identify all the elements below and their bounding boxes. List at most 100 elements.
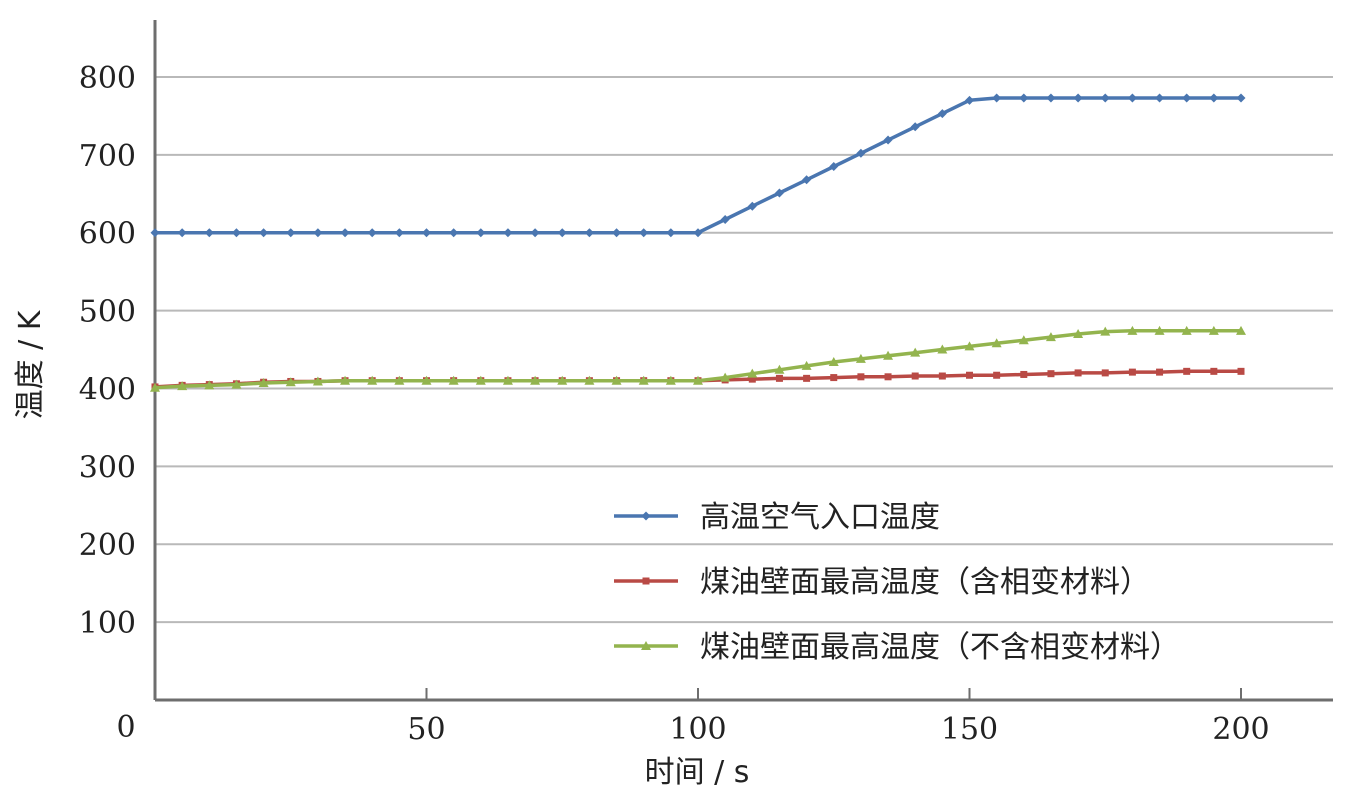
- x-axis-title: 时间 / s: [645, 755, 750, 790]
- data-point: [530, 228, 540, 238]
- data-point: [883, 350, 894, 360]
- data-point: [612, 228, 622, 238]
- data-point: [584, 375, 595, 385]
- data-point: [775, 374, 783, 382]
- data-point: [611, 375, 622, 385]
- data-point: [1100, 93, 1110, 103]
- data-point: [1154, 325, 1165, 335]
- data-point: [313, 228, 323, 238]
- data-point: [828, 357, 839, 367]
- data-point: [1073, 93, 1083, 103]
- data-point: [312, 376, 323, 386]
- data-point: [502, 375, 513, 385]
- data-point: [1236, 93, 1246, 103]
- data-point: [1208, 325, 1219, 335]
- data-point: [991, 338, 1002, 348]
- data-point: [747, 201, 757, 211]
- legend-label: 煤油壁面最高温度（不含相变材料）: [700, 630, 1180, 665]
- data-point: [830, 374, 838, 382]
- data-point: [503, 228, 513, 238]
- data-point: [475, 375, 486, 385]
- y-tick-label: 300: [79, 450, 136, 485]
- data-point: [1101, 369, 1109, 377]
- data-point: [965, 95, 974, 105]
- data-point: [801, 360, 812, 370]
- data-point: [1047, 370, 1055, 378]
- data-point: [1127, 93, 1137, 103]
- data-point: [802, 175, 812, 185]
- data-point: [693, 375, 703, 385]
- data-point: [1236, 325, 1246, 335]
- data-point: [150, 382, 160, 392]
- y-tick-label: 500: [79, 295, 136, 330]
- data-point: [1237, 367, 1245, 375]
- data-point: [449, 228, 459, 238]
- y-tick-label: 200: [79, 528, 136, 563]
- data-point: [530, 375, 541, 385]
- data-point: [150, 228, 160, 238]
- data-point: [1183, 367, 1191, 375]
- data-point: [1210, 367, 1218, 375]
- data-point: [938, 372, 946, 380]
- data-point: [1020, 370, 1028, 378]
- data-point: [883, 135, 893, 145]
- legend-label: 高温空气入口温度: [700, 500, 940, 535]
- data-point: [367, 228, 377, 238]
- data-point: [748, 375, 756, 383]
- data-point: [720, 214, 730, 224]
- data-point: [1156, 368, 1164, 376]
- legend-marker: [641, 511, 651, 521]
- x-tick-label: 100: [669, 712, 726, 747]
- series-1-line: [155, 96, 1241, 235]
- data-point: [1127, 325, 1138, 335]
- data-point: [204, 380, 215, 390]
- data-point: [911, 372, 919, 380]
- data-point: [258, 378, 269, 388]
- data-point: [231, 379, 242, 389]
- data-point: [857, 373, 865, 381]
- data-point: [693, 228, 703, 238]
- data-point: [720, 372, 731, 382]
- data-point: [937, 344, 948, 354]
- data-point: [177, 381, 188, 391]
- data-point: [884, 373, 892, 381]
- data-point: [204, 228, 214, 238]
- data-point: [367, 375, 378, 385]
- data-point: [966, 371, 973, 379]
- data-point: [1100, 326, 1111, 336]
- data-point: [421, 375, 432, 385]
- data-point: [394, 228, 404, 238]
- series-3: [150, 325, 1246, 392]
- data-point: [1074, 369, 1082, 377]
- data-point: [937, 109, 947, 119]
- data-point: [1018, 335, 1029, 345]
- data-point: [177, 228, 187, 238]
- data-point: [1181, 325, 1192, 335]
- y-tick-label: 600: [79, 217, 136, 252]
- data-point: [231, 228, 241, 238]
- y-tick-label: 800: [79, 61, 136, 96]
- data-point: [557, 228, 567, 238]
- x-tick-label: 50: [407, 712, 445, 747]
- legend-marker: [642, 577, 650, 585]
- data-point: [774, 364, 785, 374]
- data-point: [964, 341, 975, 351]
- data-point: [448, 375, 459, 385]
- y-tick-label: 400: [79, 372, 136, 407]
- data-point: [803, 374, 811, 382]
- data-point: [584, 228, 594, 238]
- data-point: [666, 228, 676, 238]
- data-point: [855, 353, 866, 363]
- data-point: [1019, 93, 1029, 103]
- data-point: [1182, 93, 1192, 103]
- data-point: [557, 375, 568, 385]
- data-point: [910, 347, 921, 357]
- data-point: [1073, 328, 1084, 338]
- data-point: [1128, 368, 1136, 376]
- legend-label: 煤油壁面最高温度（含相变材料）: [700, 565, 1150, 600]
- data-point: [638, 375, 649, 385]
- data-point: [1155, 93, 1165, 103]
- data-point: [476, 228, 486, 238]
